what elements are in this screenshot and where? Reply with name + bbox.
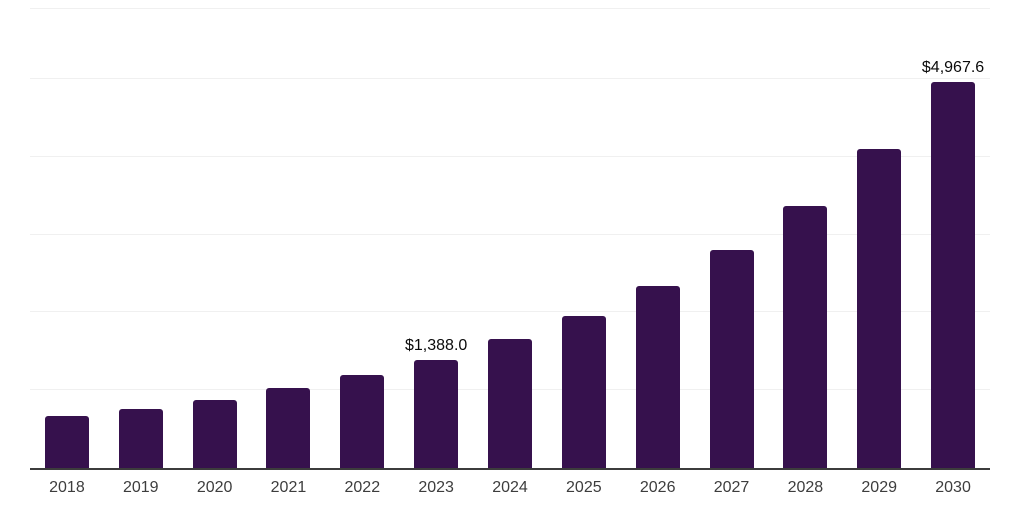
data-label: $1,388.0 (405, 337, 468, 355)
bar-band (30, 9, 104, 468)
bar-band (325, 9, 399, 468)
x-tick-label: 2018 (49, 479, 85, 496)
bar-band: $1,388.0 (399, 9, 473, 468)
x-tick-label: 2020 (196, 479, 233, 496)
x-tick-label: 2028 (787, 479, 824, 496)
x-axis-tick-labels: 2018 2019 2020 2021 2022 2023 2024 2025 2026 2027… (30, 478, 990, 497)
bar-2028 (783, 205, 828, 468)
bar-band: $4,967.6 (916, 9, 990, 468)
bar-band (768, 9, 842, 468)
bar-2030: $4,967.6 (922, 59, 984, 468)
plot-area: $1,388.0 $4,967.6 (30, 8, 990, 470)
x-tick-label: 2025 (566, 479, 602, 496)
bar-band (252, 9, 326, 468)
bar-2019 (118, 408, 163, 468)
x-tick-label: 2030 (935, 479, 971, 496)
bar-2029 (857, 149, 902, 468)
bar-2027 (709, 250, 754, 468)
x-tick-label: 2024 (492, 479, 528, 496)
data-label: $4,967.6 (921, 58, 985, 76)
bar-band (842, 9, 916, 468)
bar-2018 (44, 415, 89, 468)
x-tick-label: 2022 (344, 479, 381, 496)
x-tick-label: 2026 (639, 479, 676, 496)
gridline (30, 155, 990, 157)
gridline (30, 78, 990, 80)
bar-2021 (266, 387, 311, 468)
bars-row: $1,388.0 $4,967.6 (30, 9, 990, 468)
gridline (30, 233, 990, 235)
bar-2023: $1,388.0 (405, 337, 467, 468)
gridline (30, 311, 990, 313)
bar-2024 (487, 339, 532, 468)
x-tick-label: 2019 (122, 479, 159, 496)
bar-2020 (192, 399, 237, 468)
bar-2026 (635, 286, 680, 468)
bar-band (695, 9, 769, 468)
bar-band (473, 9, 547, 468)
x-tick-label: 2027 (713, 479, 750, 496)
bar-band (547, 9, 621, 468)
bar-band (178, 9, 252, 468)
bar-2022 (340, 375, 385, 468)
bar-band (621, 9, 695, 468)
x-tick-label: 2029 (861, 479, 897, 496)
bar-2025 (561, 316, 606, 468)
x-tick-label: 2021 (270, 479, 307, 496)
x-tick-label: 2023 (418, 479, 454, 496)
bar-band (104, 9, 178, 468)
